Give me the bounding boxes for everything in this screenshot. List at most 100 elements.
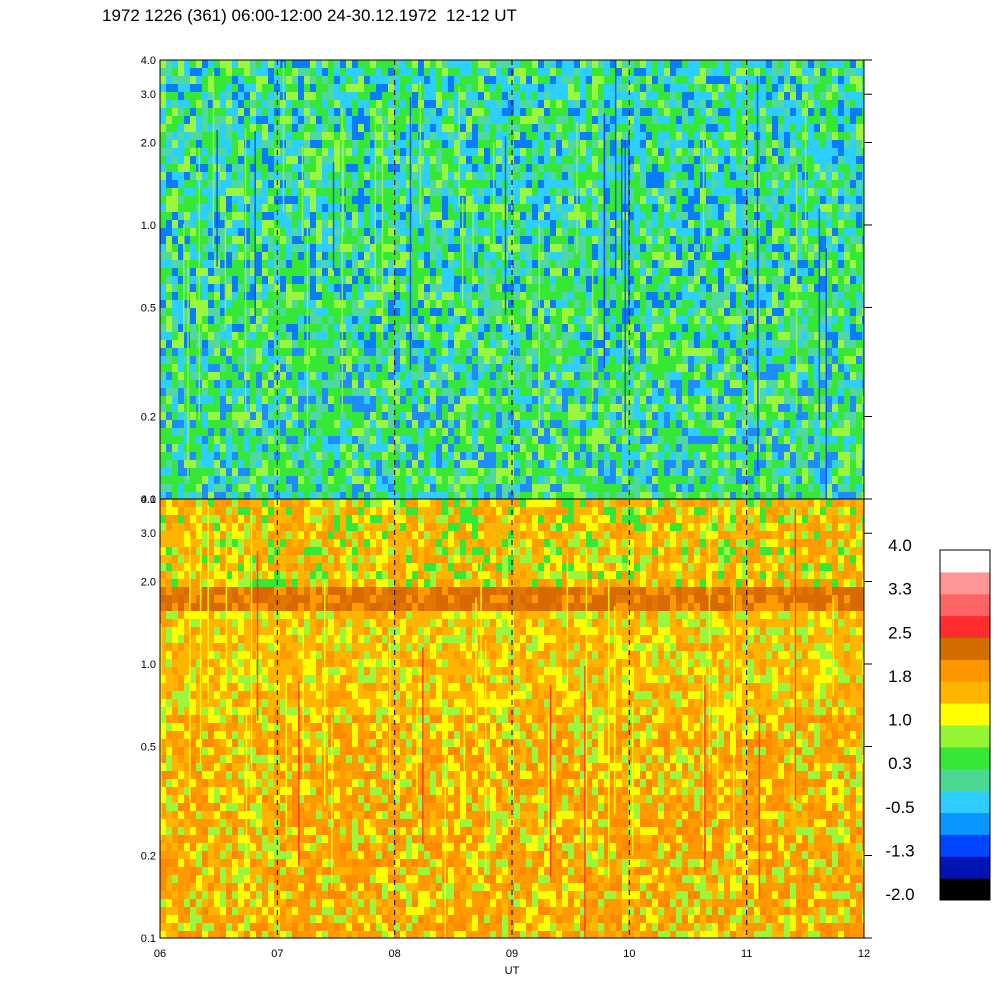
heatmap-cell <box>538 92 544 100</box>
heatmap-cell <box>556 444 562 452</box>
heatmap-cell <box>586 140 592 148</box>
heatmap-cell <box>220 484 226 492</box>
heatmap-cell <box>598 196 604 204</box>
heatmap-cell <box>424 364 430 372</box>
heatmap-cell <box>232 196 238 204</box>
heatmap-cell <box>292 76 298 84</box>
heatmap-cell <box>682 388 688 396</box>
heatmap-cell <box>640 76 646 84</box>
heatmap-cell <box>400 308 406 316</box>
heatmap-cell <box>592 68 598 76</box>
heatmap-cell <box>268 180 274 188</box>
heatmap-cell <box>370 316 376 324</box>
heatmap-cell <box>550 236 556 244</box>
heatmap-cell <box>418 356 424 364</box>
heatmap-cell <box>316 108 322 116</box>
heatmap-cell <box>520 300 526 308</box>
heatmap-cell <box>346 332 352 340</box>
heatmap-cell <box>310 436 316 444</box>
heatmap-cell <box>694 460 700 468</box>
heatmap-cell <box>262 124 268 132</box>
heatmap-cell <box>328 252 334 260</box>
heatmap-cell <box>436 316 442 324</box>
heatmap-cell <box>556 108 562 116</box>
heatmap-cell <box>370 452 376 460</box>
heatmap-cell <box>646 292 652 300</box>
heatmap-cell <box>550 476 556 484</box>
heatmap-cell <box>280 220 286 228</box>
heatmap-cell <box>538 284 544 292</box>
heatmap-cell <box>352 140 358 148</box>
heatmap-cell <box>472 68 478 76</box>
heatmap-cell <box>550 348 556 356</box>
heatmap-cell <box>688 236 694 244</box>
heatmap-cell <box>526 108 532 116</box>
heatmap-cell <box>160 108 166 116</box>
heatmap-cell <box>364 148 370 156</box>
heatmap-cell <box>604 260 610 268</box>
heatmap-cell <box>328 164 334 172</box>
heatmap-cell <box>406 380 412 388</box>
heatmap-cell <box>532 196 538 204</box>
heatmap-cell <box>700 68 706 76</box>
heatmap-cell <box>508 444 514 452</box>
heatmap-cell <box>628 68 634 76</box>
heatmap-cell <box>598 476 604 484</box>
heatmap-cell <box>304 204 310 212</box>
heatmap-cell <box>664 100 670 108</box>
heatmap-cell <box>502 404 508 412</box>
heatmap-cell <box>262 132 268 140</box>
heatmap-cell <box>256 316 262 324</box>
heatmap-cell <box>184 332 190 340</box>
heatmap-cell <box>376 316 382 324</box>
heatmap-cell <box>538 204 544 212</box>
heatmap-cell <box>316 364 322 372</box>
heatmap-cell <box>178 60 184 68</box>
heatmap-cell <box>478 244 484 252</box>
heatmap-cell <box>616 260 622 268</box>
heatmap-cell <box>172 476 178 484</box>
heatmap-cell <box>694 164 700 172</box>
heatmap-cell <box>172 484 178 492</box>
heatmap-cell <box>388 212 394 220</box>
heatmap-cell <box>424 468 430 476</box>
heatmap-cell <box>208 428 214 436</box>
heatmap-cell <box>682 428 688 436</box>
heatmap-cell <box>478 60 484 68</box>
heatmap-cell <box>178 324 184 332</box>
heatmap-cell <box>400 484 406 492</box>
heatmap-cell <box>322 92 328 100</box>
heatmap-cell <box>502 108 508 116</box>
heatmap-cell <box>412 348 418 356</box>
heatmap-cell <box>532 388 538 396</box>
heatmap-cell <box>442 68 448 76</box>
heatmap-cell <box>280 388 286 396</box>
heatmap-cell <box>550 340 556 348</box>
heatmap-cell <box>286 428 292 436</box>
heatmap-cell <box>310 60 316 68</box>
heatmap-cell <box>382 460 388 468</box>
heatmap-cell <box>262 156 268 164</box>
heatmap-cell <box>688 404 694 412</box>
heatmap-cell <box>616 436 622 444</box>
heatmap-cell <box>466 332 472 340</box>
heatmap-cell <box>172 236 178 244</box>
heatmap-cell <box>574 484 580 492</box>
heatmap-cell <box>526 132 532 140</box>
heatmap-cell <box>388 404 394 412</box>
heatmap-cell <box>628 124 634 132</box>
heatmap-cell <box>466 100 472 108</box>
heatmap-cell <box>436 484 442 492</box>
heatmap-cell <box>250 148 256 156</box>
heatmap-cell <box>418 292 424 300</box>
heatmap-cell <box>190 268 196 276</box>
heatmap-cell <box>430 76 436 84</box>
heatmap-cell <box>370 364 376 372</box>
heatmap-cell <box>472 148 478 156</box>
heatmap-cell <box>634 436 640 444</box>
heatmap-cell <box>430 436 436 444</box>
heatmap-cell <box>538 356 544 364</box>
heatmap-cell <box>430 148 436 156</box>
heatmap-cell <box>304 452 310 460</box>
heatmap-cell <box>562 364 568 372</box>
